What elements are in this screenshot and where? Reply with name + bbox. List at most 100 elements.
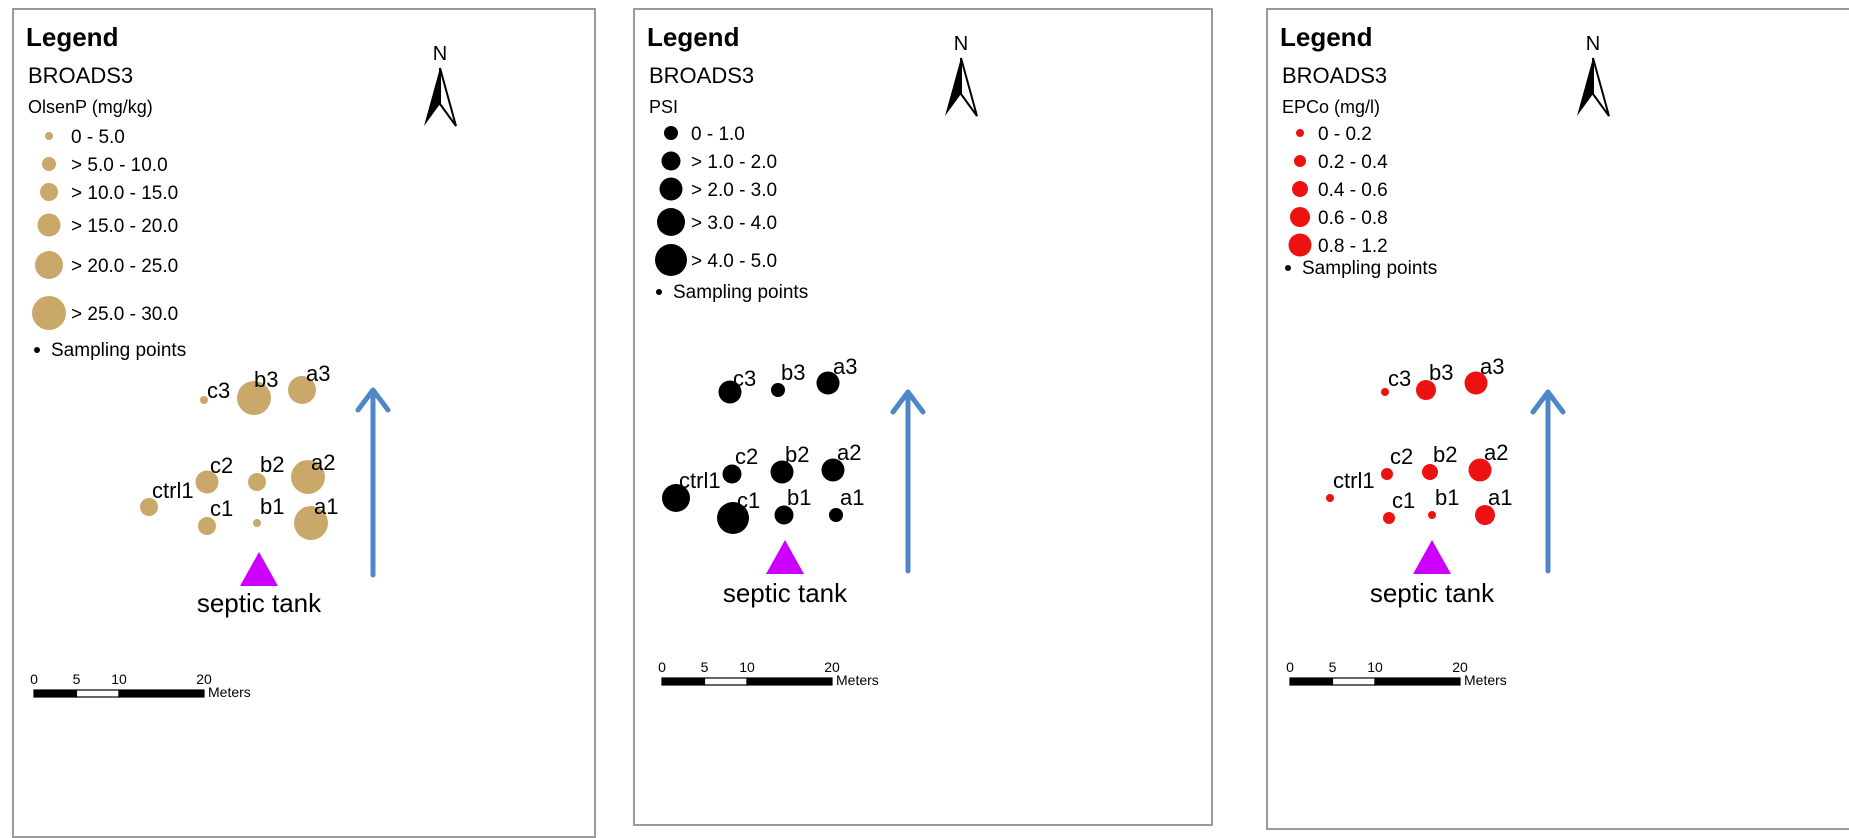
- sample-point-a2: [821, 458, 845, 482]
- sample-label-a2: a2: [837, 440, 861, 465]
- sample-label-ctrl1: ctrl1: [1333, 468, 1375, 493]
- scale-units-label: Meters: [208, 684, 251, 700]
- north-arrow-left-half: [945, 58, 961, 116]
- sample-point-b2: [770, 460, 794, 484]
- legend-class-symbol: [655, 244, 687, 276]
- sample-point-a3: [288, 376, 316, 404]
- sample-point-b2: [1422, 464, 1438, 480]
- legend-class-symbol: [1288, 233, 1312, 257]
- sample-point-c3: [1381, 388, 1389, 396]
- sample-label-b1: b1: [260, 494, 284, 519]
- sample-label-c3: c3: [733, 366, 756, 391]
- legend-class-symbol: [664, 126, 678, 140]
- septic-tank-label: septic tank: [197, 588, 322, 618]
- map-canvas: Legend BROADS3 OlsenP (mg/kg) 0 - 5.0 > 5.0 …: [26, 22, 457, 700]
- sample-label-b2: b2: [260, 452, 284, 477]
- sample-label-b3: b3: [254, 367, 278, 392]
- north-arrow: N: [424, 43, 457, 127]
- layer-name: BROADS3: [649, 63, 754, 88]
- scale-bar-segment: [33, 689, 78, 698]
- field-name: PSI: [649, 97, 678, 117]
- legend-class-label: > 20.0 - 25.0: [71, 256, 178, 277]
- sample-point-c2: [1381, 468, 1393, 480]
- sample-label-a1: a1: [1488, 485, 1512, 510]
- scale-tick-label: 5: [701, 659, 709, 675]
- sample-label-c2: c2: [1390, 444, 1413, 469]
- sampling-point-symbol: [34, 347, 40, 353]
- scale-units-label: Meters: [836, 672, 879, 688]
- scale-tick-label: 5: [1329, 659, 1337, 675]
- scale-tick-label: 20: [1452, 659, 1468, 675]
- flow-direction-arrow: [1530, 389, 1566, 574]
- legend-title: Legend: [1280, 22, 1372, 52]
- sample-label-c1: c1: [737, 488, 760, 513]
- north-arrow: N: [1577, 33, 1610, 117]
- legend-class-label: > 25.0 - 30.0: [71, 304, 178, 325]
- layer-name: BROADS3: [28, 63, 133, 88]
- sample-label-ctrl1: ctrl1: [679, 468, 721, 493]
- sample-label-a3: a3: [833, 354, 857, 379]
- north-arrow-left-half: [424, 68, 440, 126]
- septic-tank-marker: [766, 540, 804, 574]
- layer-name: BROADS3: [1282, 63, 1387, 88]
- sample-point-c2: [195, 470, 219, 494]
- scale-tick-label: 20: [824, 659, 840, 675]
- north-arrow: N: [945, 33, 978, 117]
- legend-class-symbol: [657, 208, 685, 236]
- map-panel-psi: Legend BROADS3 PSI 0 - 1.0 > 1.0 - 2.0 > 2.0 …: [633, 8, 1213, 826]
- scale-tick-label: 20: [196, 671, 212, 687]
- scale-tick-label: 10: [111, 671, 127, 687]
- legend-class-symbol: [661, 151, 681, 171]
- scale-bar-segment: [661, 677, 706, 686]
- north-label: N: [1586, 33, 1600, 55]
- septic-tank-marker: [1413, 540, 1451, 574]
- legend-class-symbol: [1292, 181, 1308, 197]
- sample-point-b2: [248, 473, 266, 491]
- legend-class-label: > 15.0 - 20.0: [71, 216, 178, 237]
- scale-bar-segment: [1289, 677, 1334, 686]
- sample-point-a3: [1464, 371, 1488, 395]
- sampling-points-label: Sampling points: [1302, 258, 1437, 279]
- legend-class-label: > 3.0 - 4.0: [691, 213, 777, 234]
- scale-bar-segment: [75, 689, 120, 698]
- sample-point-b3: [237, 381, 271, 415]
- scale-bar-segment: [1331, 677, 1376, 686]
- scale-bar-segment: [746, 677, 833, 686]
- sample-label-c1: c1: [210, 496, 233, 521]
- scale-tick-label: 10: [1367, 659, 1383, 675]
- scale-tick-label: 0: [658, 659, 666, 675]
- legend-class-symbol: [35, 251, 63, 279]
- legend-class-label: > 2.0 - 3.0: [691, 180, 777, 201]
- sample-label-b3: b3: [1429, 360, 1453, 385]
- sample-point-c3: [200, 396, 208, 404]
- sample-point-c1: [198, 517, 216, 535]
- legend-title: Legend: [647, 22, 739, 52]
- sample-point-ctrl1: [662, 484, 690, 512]
- sample-label-a1: a1: [840, 485, 864, 510]
- sample-label-b2: b2: [1433, 442, 1457, 467]
- north-label: N: [954, 33, 968, 55]
- sample-label-a2: a2: [1484, 440, 1508, 465]
- sample-label-c2: c2: [735, 444, 758, 469]
- field-name: EPCo (mg/l): [1282, 97, 1380, 117]
- sample-label-c3: c3: [1388, 366, 1411, 391]
- scale-units-label: Meters: [1464, 672, 1507, 688]
- map-canvas: Legend BROADS3 EPCo (mg/l) 0 - 0.2 0.2 - 0.4…: [1280, 22, 1610, 688]
- sample-point-b3: [771, 383, 785, 397]
- sample-label-b2: b2: [785, 442, 809, 467]
- legend-class-symbol: [1294, 155, 1306, 167]
- legend-class-label: > 1.0 - 2.0: [691, 152, 777, 173]
- sampling-points-label: Sampling points: [51, 340, 186, 361]
- legend-class-label: 0.2 - 0.4: [1318, 152, 1388, 173]
- sampling-points-label: Sampling points: [673, 282, 808, 303]
- legend-class-symbol: [45, 132, 53, 140]
- map-panel-olsenp: Legend BROADS3 OlsenP (mg/kg) 0 - 5.0 > 5.0 …: [12, 8, 596, 838]
- scale-tick-label: 10: [739, 659, 755, 675]
- north-arrow-right-half: [960, 57, 978, 117]
- sample-point-c1: [717, 502, 749, 534]
- sample-label-b1: b1: [1435, 485, 1459, 510]
- sample-point-c1: [1383, 512, 1395, 524]
- legend-class-symbol: [1296, 129, 1304, 137]
